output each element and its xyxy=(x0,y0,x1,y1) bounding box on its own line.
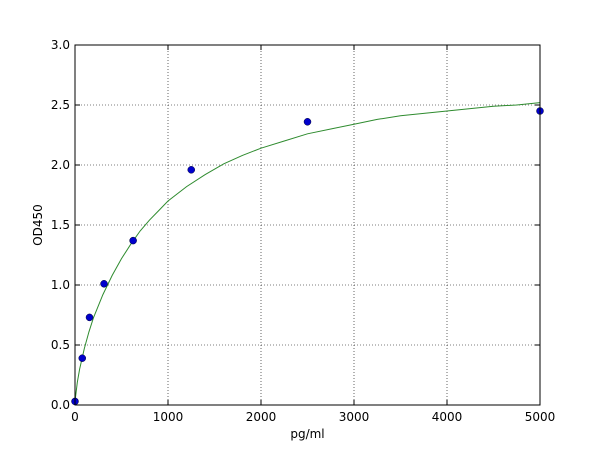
y-axis-label: OD450 xyxy=(31,204,45,246)
y-tick-label: 2.0 xyxy=(51,158,70,172)
x-tick-label: 2000 xyxy=(246,410,277,424)
x-tick-label: 5000 xyxy=(525,410,556,424)
y-tick-label: 0.0 xyxy=(51,398,70,412)
data-point xyxy=(187,166,195,174)
data-points-layer xyxy=(71,107,544,406)
data-point xyxy=(129,236,137,245)
y-tick-label: 1.5 xyxy=(51,218,70,232)
y-tick-label: 3.0 xyxy=(51,38,70,52)
x-tick-label: 1000 xyxy=(153,410,184,424)
fit-curve-layer xyxy=(74,102,541,402)
x-tick-label: 4000 xyxy=(432,410,463,424)
y-tick-label: 1.0 xyxy=(51,278,70,292)
x-axis-label: pg/ml xyxy=(290,427,324,441)
x-tick-label: 3000 xyxy=(339,410,370,424)
data-point xyxy=(78,354,87,362)
data-point xyxy=(100,280,108,288)
ticks: 0 1000 2000 3000 4000 5000 0.0 0.5 1.0 1.5 2.0 2.5 3… xyxy=(51,38,555,424)
data-point xyxy=(303,118,312,126)
y-tick-label: 0.5 xyxy=(51,338,70,352)
data-point xyxy=(85,313,94,322)
x-tick-label: 0 xyxy=(71,410,79,424)
y-tick-label: 2.5 xyxy=(51,98,70,112)
fit-curve-line xyxy=(74,102,541,402)
